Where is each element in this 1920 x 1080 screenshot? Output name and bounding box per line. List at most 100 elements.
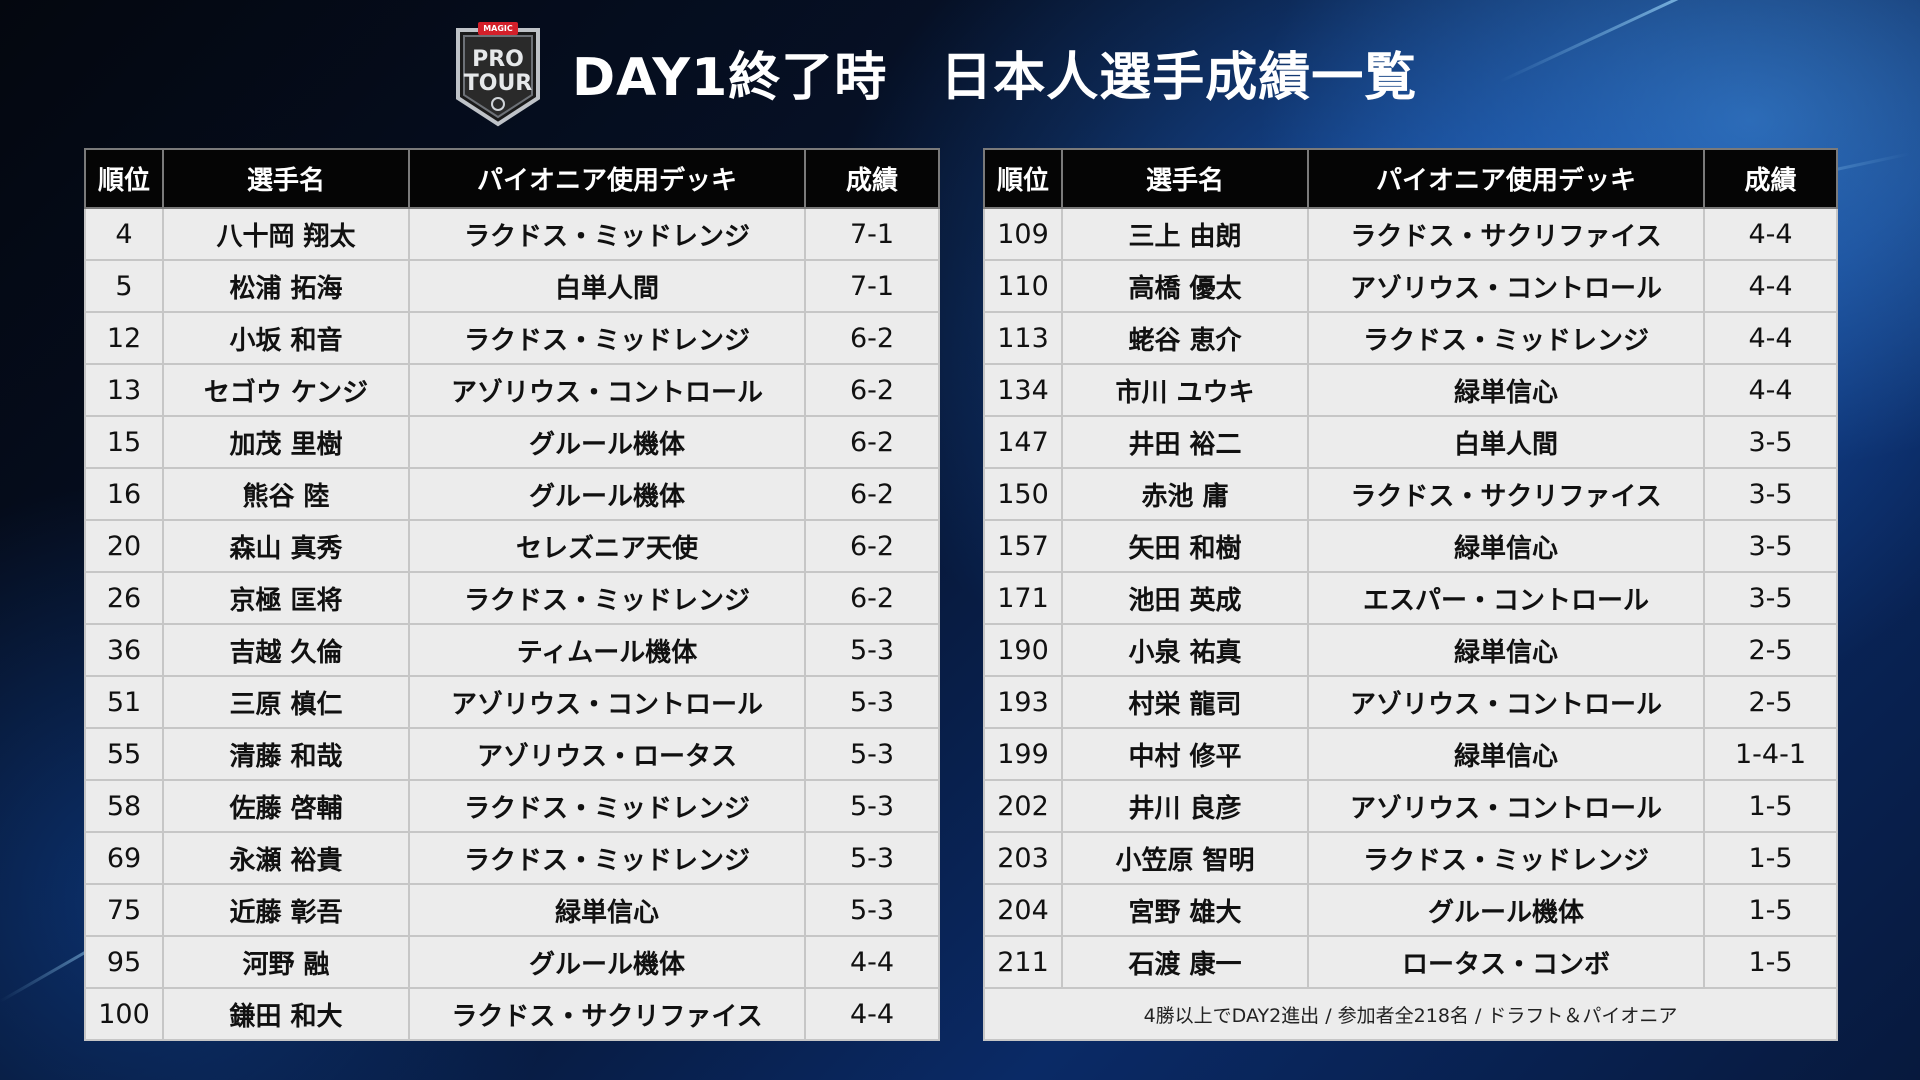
record-cell: 4-4: [805, 936, 940, 989]
table-row: 95 河野 融グルール機体 4-4: [84, 936, 940, 989]
table-row: 202 井川 良彦 アゾリウス・コントロール 1-5: [983, 780, 1838, 833]
record-cell: 7-1: [805, 260, 940, 313]
player-name-cell: 蛯谷 恵介: [1062, 312, 1309, 365]
player-name-cell: 森山 真秀: [163, 520, 410, 573]
record-cell: 6-2: [805, 364, 940, 417]
record-cell: 7-1: [805, 208, 940, 261]
rank-cell: 58: [84, 780, 164, 833]
record-cell: 3-5: [1704, 416, 1838, 469]
table-row: 36 吉越 久倫 ティムール機体 5-3: [84, 624, 940, 677]
player-name-cell: 永瀬 裕貴: [163, 832, 410, 885]
record-cell: 5-3: [805, 728, 940, 781]
rank-cell: 95: [84, 936, 164, 989]
table-row: 171 池田 英成 エスパー・コントロール 3-5: [983, 572, 1838, 625]
player-name-cell: 佐藤 啓輔: [163, 780, 410, 833]
record-cell: 5-3: [805, 780, 940, 833]
player-name-cell: 市川 ユウキ: [1062, 364, 1309, 417]
record-cell: 1-5: [1704, 832, 1838, 885]
player-name-cell: 京極 匡将: [163, 572, 410, 625]
rank-cell: 26: [84, 572, 164, 625]
player-name-cell: 熊谷 陸: [163, 468, 410, 521]
deck-cell: 緑単信心: [409, 884, 806, 937]
rank-cell: 13: [84, 364, 164, 417]
col-header-record: 成績: [1703, 148, 1838, 209]
deck-cell: ラクドス・ミッドレンジ: [1308, 312, 1705, 365]
deck-cell: アゾリウス・コントロール: [409, 364, 806, 417]
deck-cell: グルール機体: [1308, 884, 1705, 937]
deck-cell: ラクドス・ミッドレンジ: [1308, 832, 1705, 885]
player-name-cell: セゴウ ケンジ: [163, 364, 410, 417]
table-row: 16 熊谷 陸グルール機体 6-2: [84, 468, 940, 521]
rank-cell: 5: [84, 260, 164, 313]
deck-cell: 白単人間: [1308, 416, 1705, 469]
rank-cell: 190: [983, 624, 1063, 677]
player-name-cell: 小笠原 智明: [1062, 832, 1309, 885]
footnote-row: 4勝以上でDAY2進出 / 参加者全218名 / ドラフト＆パイオニア: [983, 988, 1838, 1041]
col-header-deck: パイオニア使用デッキ: [1307, 148, 1705, 209]
table-row: 211 石渡 康一 ロータス・コンボ 1-5: [983, 936, 1838, 989]
logo-line1: PRO: [472, 47, 524, 72]
header: MAGIC PRO TOUR DAY1終了時 日本人選手成績一覧: [0, 0, 1920, 140]
table-row: 75 近藤 彰吾 緑単信心 5-3: [84, 884, 940, 937]
logo-brand-text: MAGIC: [483, 24, 513, 33]
rank-cell: 16: [84, 468, 164, 521]
player-name-cell: 中村 修平: [1062, 728, 1309, 781]
col-header-player: 選手名: [162, 148, 410, 209]
record-cell: 1-5: [1704, 884, 1838, 937]
col-header-deck: パイオニア使用デッキ: [408, 148, 806, 209]
player-name-cell: 井川 良彦: [1062, 780, 1309, 833]
pro-tour-shield-icon: [456, 22, 540, 127]
table-row: 204 宮野 雄大 グルール機体 1-5: [983, 884, 1838, 937]
player-name-cell: 石渡 康一: [1062, 936, 1309, 989]
deck-cell: ラクドス・サクリファイス: [1308, 208, 1705, 261]
table-row: 26 京極 匡将 ラクドス・ミッドレンジ 6-2: [84, 572, 940, 625]
rank-cell: 51: [84, 676, 164, 729]
rank-cell: 199: [983, 728, 1063, 781]
rank-cell: 134: [983, 364, 1063, 417]
record-cell: 1-5: [1704, 780, 1838, 833]
deck-cell: ラクドス・サクリファイス: [1308, 468, 1705, 521]
table-row: 20 森山 真秀 セレズニア天使 6-2: [84, 520, 940, 573]
pro-tour-logo: MAGIC PRO TOUR: [452, 20, 544, 130]
col-header-player: 選手名: [1061, 148, 1309, 209]
results-table-left: 順位 選手名 パイオニア使用デッキ 成績 4 八十岡 翔太 ラクドス・ミッドレンジ 7…: [84, 148, 940, 1041]
deck-cell: セレズニア天使: [409, 520, 806, 573]
record-cell: 5-3: [805, 676, 940, 729]
player-name-cell: 赤池 庸: [1062, 468, 1309, 521]
table-row: 55 清藤 和哉 アゾリウス・ロータス 5-3: [84, 728, 940, 781]
record-cell: 4-4: [1704, 312, 1838, 365]
player-name-cell: 清藤 和哉: [163, 728, 410, 781]
rank-cell: 193: [983, 676, 1063, 729]
deck-cell: アゾリウス・コントロール: [1308, 676, 1705, 729]
player-name-cell: 松浦 拓海: [163, 260, 410, 313]
deck-cell: グルール機体: [409, 468, 806, 521]
rank-cell: 113: [983, 312, 1063, 365]
table-row: 12 小坂 和音 ラクドス・ミッドレンジ 6-2: [84, 312, 940, 365]
table-row: 193 村栄 龍司 アゾリウス・コントロール 2-5: [983, 676, 1838, 729]
table-row: 113 蛯谷 恵介 ラクドス・ミッドレンジ 4-4: [983, 312, 1838, 365]
player-name-cell: 鎌田 和大: [163, 988, 410, 1041]
record-cell: 6-2: [805, 520, 940, 573]
deck-cell: 緑単信心: [1308, 728, 1705, 781]
table-row: 203 小笠原 智明 ラクドス・ミッドレンジ 1-5: [983, 832, 1838, 885]
table-row: 58 佐藤 啓輔 ラクドス・ミッドレンジ 5-3: [84, 780, 940, 833]
record-cell: 1-4-1: [1704, 728, 1838, 781]
results-table-right: 順位 選手名 パイオニア使用デッキ 成績 109 三上 由朗 ラクドス・サクリファイ…: [983, 148, 1838, 1041]
deck-cell: 緑単信心: [1308, 624, 1705, 677]
table-row: 147 井田 裕二 白単人間 3-5: [983, 416, 1838, 469]
record-cell: 4-4: [1704, 260, 1838, 313]
table-row: 190 小泉 祐真 緑単信心 2-5: [983, 624, 1838, 677]
table-row: 15 加茂 里樹 グルール機体 6-2: [84, 416, 940, 469]
deck-cell: アゾリウス・コントロール: [409, 676, 806, 729]
rank-cell: 203: [983, 832, 1063, 885]
rank-cell: 147: [983, 416, 1063, 469]
rank-cell: 15: [84, 416, 164, 469]
player-name-cell: 河野 融: [163, 936, 410, 989]
rank-cell: 150: [983, 468, 1063, 521]
record-cell: 4-4: [1704, 208, 1838, 261]
player-name-cell: 井田 裕二: [1062, 416, 1309, 469]
player-name-cell: 八十岡 翔太: [163, 208, 410, 261]
record-cell: 6-2: [805, 312, 940, 365]
rank-cell: 171: [983, 572, 1063, 625]
table-row: 199 中村 修平 緑単信心 1-4-1: [983, 728, 1838, 781]
